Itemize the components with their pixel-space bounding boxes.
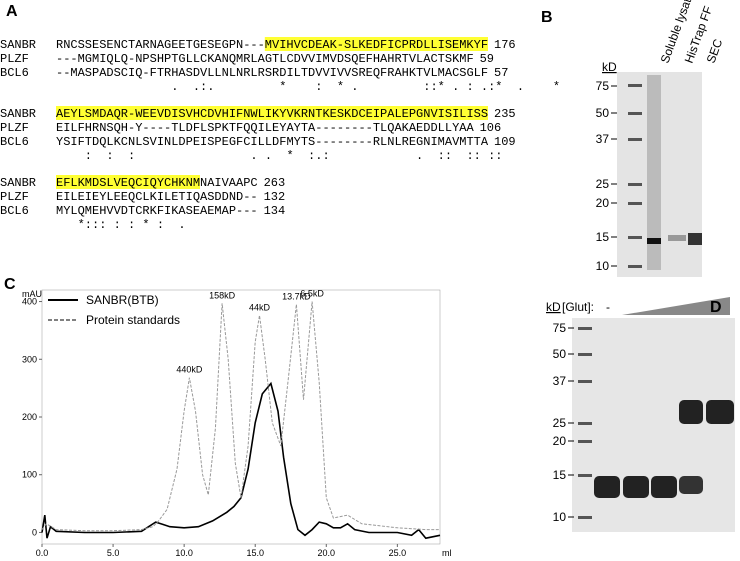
peak-label: 6.5kD — [300, 289, 324, 299]
x-tick-label: 20.0 — [318, 548, 336, 558]
conservation: *::: : : * : . — [56, 218, 186, 232]
x-tick-label: 10.0 — [175, 548, 193, 558]
residue-number: 134 — [264, 204, 286, 218]
sequence: --MASPADSCIQ-FTRHASDVLLNLNRLRSRDILTDVVIV… — [56, 66, 488, 80]
marker-label: 15 — [553, 468, 567, 482]
y-tick-label: 300 — [22, 354, 37, 364]
sequence-name: PLZF — [0, 190, 29, 204]
legend-label: Protein standards — [86, 313, 180, 327]
sequence-name: BCL6 — [0, 66, 29, 80]
conservation: : : : . . * :.: . :: :: :: — [56, 149, 502, 163]
marker-label: 25 — [596, 177, 610, 191]
marker-label: 37 — [596, 132, 610, 146]
line-series — [41, 301, 440, 532]
condition-label: [Glut]: — [562, 300, 594, 314]
highlight — [56, 106, 488, 120]
residue-number: 263 — [264, 176, 286, 190]
residue-number: 235 — [494, 107, 516, 121]
peak-label: 158kD — [209, 290, 236, 300]
plot-frame — [41, 289, 441, 545]
panel-letter: D — [710, 299, 722, 316]
peak-label: 13.7kD — [282, 291, 311, 301]
residue-number: 176 — [494, 38, 516, 52]
sequence-name: SANBR — [0, 107, 36, 121]
residue-number: 59 — [480, 52, 494, 66]
marker-label: 20 — [553, 434, 567, 448]
x-axis-label: ml — [442, 548, 452, 558]
y-tick-label: 0 — [32, 527, 37, 537]
y-tick-label: 100 — [22, 470, 37, 480]
marker-label: 50 — [553, 347, 567, 361]
sequence: AEYLSMDAQR-WEEVDISVHCDVHIFNWLIKYVKRNTKES… — [56, 107, 488, 121]
sequence: RNCSSESENCTARNAGEETGESEGPN--- — [56, 38, 265, 52]
condition-zero: - — [606, 300, 610, 314]
line-series — [41, 381, 441, 540]
marker-label: 75 — [596, 79, 610, 93]
sequence-name: SANBR — [0, 38, 36, 52]
sequence-name: SANBR — [0, 176, 36, 190]
y-axis-label: mAU — [22, 289, 42, 299]
unit-label: kD — [546, 300, 561, 314]
residue-number: 57 — [494, 66, 508, 80]
x-tick-label: 15.0 — [246, 548, 264, 558]
gradient-triangle — [622, 297, 730, 315]
sequence: EFLKMDSLVEQCIQYCHKNM — [56, 176, 200, 190]
gel-bands — [578, 327, 734, 519]
y-tick-label: 200 — [22, 412, 37, 422]
sequence: YSIFTDQLKCNLSVINLDPEISPEGFCILLDFMYTS----… — [56, 135, 489, 149]
sequence-name: PLZF — [0, 121, 29, 135]
highlight — [56, 175, 200, 189]
marker-label: 75 — [553, 321, 567, 335]
marker-label: 25 — [553, 416, 567, 430]
marker-label: 20 — [596, 196, 610, 210]
x-tick-label: 5.0 — [107, 548, 120, 558]
x-tick-label: 0.0 — [36, 548, 49, 558]
marker-label: 10 — [596, 259, 610, 273]
conservation: . .:. * : * . ::* . : .:* . * — [56, 80, 560, 94]
sequence: EILEIEYLEEQCLKILETIQASDDND-- — [56, 190, 258, 204]
peak-label: 440kD — [176, 365, 203, 375]
panel-letter: C — [4, 276, 16, 293]
sequence-name: BCL6 — [0, 204, 29, 218]
y-tick-label: 400 — [22, 297, 37, 307]
residue-number: 132 — [264, 190, 286, 204]
gel — [572, 318, 735, 532]
lane-label: SEC — [704, 37, 726, 65]
marker-label: 15 — [596, 230, 610, 244]
sequence-name: PLZF — [0, 52, 29, 66]
unit-label: kD — [602, 60, 617, 74]
sequence: NAIVAAPC — [200, 176, 258, 190]
sequence: MVIHVCDEAK-SLKEDFICPRDLLISEMKYF — [265, 38, 488, 52]
highlight — [264, 37, 488, 51]
x-tick-label: 25.0 — [389, 548, 407, 558]
legend-label: SANBR(BTB) — [86, 293, 159, 307]
gel-bands — [628, 75, 702, 270]
sequence-name: BCL6 — [0, 135, 29, 149]
marker-label: 37 — [553, 374, 567, 388]
marker-label: 50 — [596, 106, 610, 120]
panel-letter: A — [6, 3, 18, 20]
sequence: MYLQMEHVVDTCRKFIKASEAEMAP--- — [56, 204, 258, 218]
peak-label: 44kD — [249, 302, 271, 312]
sequence: ---MGMIQLQ-NPSHPTGLLCKANQMRLAGTLCDVVIMVD… — [56, 52, 474, 66]
residue-number: 106 — [480, 121, 502, 135]
panel-letter: B — [541, 9, 553, 26]
sequence: EILFHRNSQH-Y----TLDFLSPKTFQQILEYAYTA----… — [56, 121, 474, 135]
marker-label: 10 — [553, 510, 567, 524]
residue-number: 109 — [494, 135, 516, 149]
